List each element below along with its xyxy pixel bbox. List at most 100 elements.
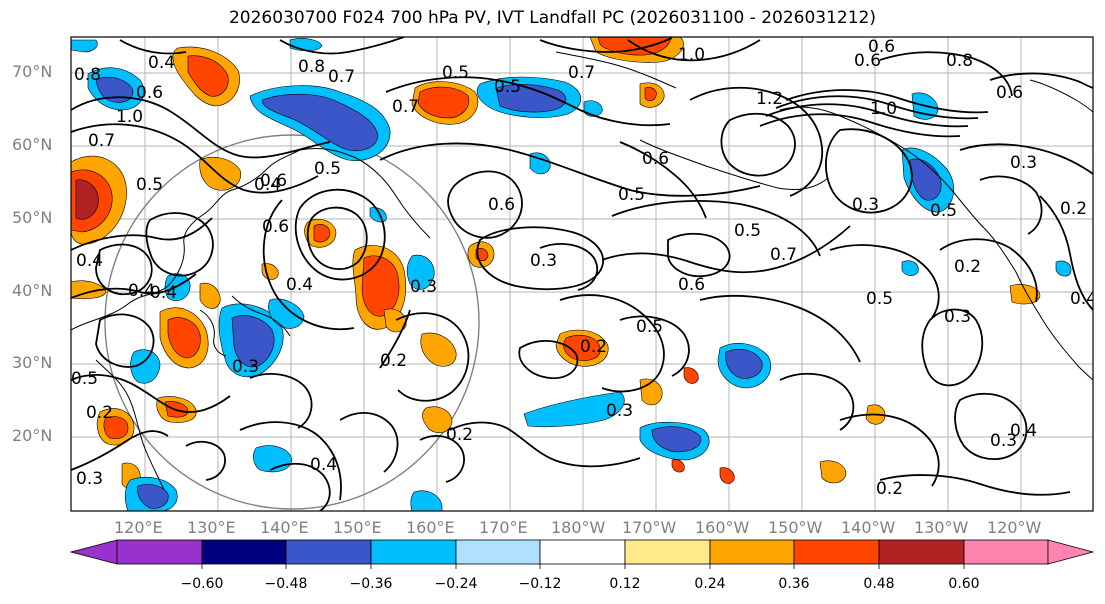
lon-label: 160°W — [695, 518, 750, 537]
contour-label: 0.2 — [86, 403, 113, 423]
lat-label: 40°N — [12, 281, 53, 300]
colorbar-tick-label: −0.60 — [180, 576, 224, 592]
lon-label: 160°E — [406, 518, 455, 537]
contour-label: 0.5 — [866, 289, 893, 309]
contour-label: 0.7 — [328, 67, 355, 87]
contour-label: 0.4 — [148, 53, 175, 73]
contour-label: 0.6 — [678, 275, 705, 295]
lon-label: 140°W — [841, 518, 896, 537]
contour-label: 1.2 — [756, 89, 783, 109]
contour-label: 0.2 — [380, 351, 407, 371]
contour-label: 0.7 — [88, 131, 115, 151]
contour-label: 0.4 — [1070, 289, 1097, 309]
colorbar-bin — [963, 539, 1049, 565]
contour-label: 0.5 — [636, 317, 663, 337]
colorbar-bin — [201, 539, 287, 565]
contour-label: 0.5 — [494, 77, 521, 97]
contour-label: 0.8 — [298, 57, 325, 77]
colorbar-extend-low — [69, 539, 118, 565]
colorbar-tick-label: 0.12 — [609, 576, 641, 592]
contour-label: 1.0 — [678, 45, 705, 65]
contour-label: 0.6 — [854, 51, 881, 71]
coastlines — [71, 51, 1093, 491]
contour-label: 0.3 — [990, 431, 1017, 451]
contour-label: 0.5 — [442, 63, 469, 83]
colorbar-bin — [285, 539, 372, 565]
contour-label: 0.3 — [1010, 153, 1037, 173]
ivt-region-circle — [104, 134, 480, 510]
colorbar-extend-high — [1047, 539, 1095, 565]
colorbar-bin — [624, 539, 711, 565]
colorbar-bin — [455, 539, 541, 565]
lon-label: 150°E — [333, 518, 382, 537]
contour-label: 0.8 — [946, 51, 973, 71]
contour-label: 0.6 — [642, 149, 669, 169]
lon-label: 140°E — [260, 518, 309, 537]
contour-label: 0.4 — [310, 455, 337, 475]
pv-negative-anomalies — [71, 38, 1072, 511]
pv-contours — [71, 37, 1093, 511]
contour-label: 0.6 — [488, 195, 515, 215]
contour-label: 0.3 — [852, 195, 879, 215]
lat-label: 30°N — [12, 353, 53, 372]
contour-label: 0.5 — [930, 201, 957, 221]
contour-label: 0.8 — [74, 65, 101, 85]
lon-label: 130°E — [187, 518, 236, 537]
contour-label: 0.4 — [150, 283, 177, 303]
contour-label: 0.2 — [580, 337, 607, 357]
colorbar — [69, 539, 1095, 569]
contour-label: 0.7 — [568, 63, 595, 83]
contour-label: 0.7 — [392, 97, 419, 117]
contour-label: 0.5 — [136, 175, 163, 195]
colorbar-tick-label: 0.24 — [694, 576, 726, 592]
colorbar-bin — [709, 539, 795, 565]
colorbar-tick-label: −0.36 — [349, 576, 393, 592]
contour-label: 0.4 — [76, 251, 103, 271]
contour-label: 0.3 — [232, 357, 259, 377]
contour-label: 0.3 — [944, 307, 971, 327]
lon-label: 130°W — [914, 518, 969, 537]
colorbar-bin — [370, 539, 457, 565]
contour-label: 0.4 — [1010, 421, 1037, 441]
contour-label: 0.5 — [314, 159, 341, 179]
lon-label: 120°E — [114, 518, 163, 537]
contour-label: 0.6 — [260, 171, 287, 191]
lat-label: 60°N — [12, 135, 53, 154]
contour-label: 0.7 — [770, 245, 797, 265]
colorbar-tick-label: 0.36 — [778, 576, 810, 592]
contour-label: 0.4 — [128, 281, 155, 301]
contour-label: 0.5 — [618, 185, 645, 205]
contour-label: 0.3 — [606, 401, 633, 421]
contour-label: 1.0 — [116, 107, 143, 127]
contour-label: 1.0 — [870, 99, 897, 119]
contour-label: 0.5 — [734, 221, 761, 241]
lon-label: 120°W — [987, 518, 1042, 537]
contour-label: 0.3 — [76, 469, 103, 489]
lon-label: 180°W — [551, 518, 606, 537]
lat-label: 20°N — [12, 426, 53, 445]
contour-label: 0.6 — [262, 217, 289, 237]
pv-positive-anomalies — [71, 37, 1041, 490]
lon-label: 170°W — [622, 518, 677, 537]
lat-label: 50°N — [12, 208, 53, 227]
colorbar-tick-label: −0.48 — [264, 576, 308, 592]
contour-labels: 0.8 0.4 0.6 1.0 0.8 0.7 0.5 0.5 0.7 0.6 … — [71, 37, 1097, 499]
colorbar-tick-label: −0.24 — [434, 576, 478, 592]
contour-label: 0.2 — [876, 479, 903, 499]
lat-label: 70°N — [12, 62, 53, 81]
contour-label: 0.2 — [446, 425, 473, 445]
contour-label: 0.4 — [286, 275, 313, 295]
map-title: 2026030700 F024 700 hPa PV, IVT Landfall… — [228, 8, 876, 28]
contour-label: 0.4 — [254, 175, 281, 195]
colorbar-tick-label: 0.48 — [863, 576, 895, 592]
colorbar-tick-label: −0.12 — [518, 576, 562, 592]
contour-label: 0.6 — [136, 83, 163, 103]
lon-label: 150°W — [768, 518, 823, 537]
map-frame — [70, 36, 1094, 512]
contour-label: 0.2 — [954, 257, 981, 277]
lon-label: 170°E — [479, 518, 528, 537]
contour-label: 0.6 — [868, 37, 895, 57]
contour-label: 0.5 — [71, 369, 98, 389]
colorbar-bin — [793, 539, 880, 565]
